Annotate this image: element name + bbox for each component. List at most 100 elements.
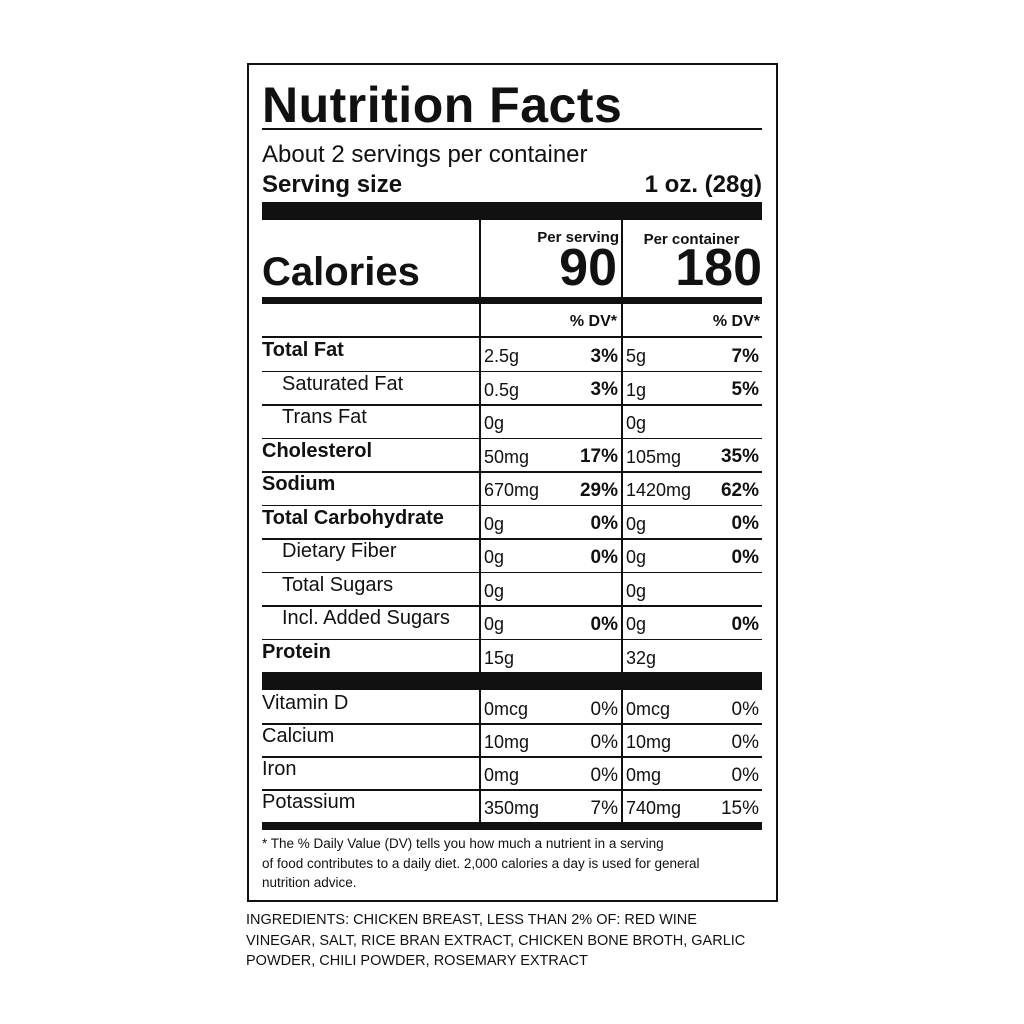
daily-value: 0% xyxy=(731,513,759,535)
row-rule xyxy=(262,504,762,506)
daily-value: 0% xyxy=(590,764,618,786)
amount: 2.5g xyxy=(484,346,520,367)
daily-value: 0% xyxy=(731,764,759,786)
nutrient-name: Total Sugars xyxy=(282,573,394,596)
row-rule xyxy=(262,723,762,725)
column-divider xyxy=(479,605,481,639)
column-divider xyxy=(479,437,481,471)
row-rule xyxy=(262,789,762,791)
amount: 0mcg xyxy=(626,699,671,719)
amount: 0mg xyxy=(484,765,520,785)
title: Nutrition Facts xyxy=(262,77,623,133)
amount: 0g xyxy=(626,614,647,635)
ingredients: VINEGAR, SALT, RICE BRAN EXTRACT, CHICKE… xyxy=(246,932,746,949)
row-rule xyxy=(262,605,762,607)
label-border xyxy=(247,63,778,902)
column-divider xyxy=(621,538,623,572)
nutrient-name: Saturated Fat xyxy=(282,372,404,395)
serving-size-label: Serving size xyxy=(262,171,403,198)
daily-value: 15% xyxy=(720,797,759,819)
column-divider xyxy=(479,304,481,337)
column-divider xyxy=(621,756,623,789)
nutrient-name: Cholesterol xyxy=(262,439,373,462)
title-rule xyxy=(262,128,762,130)
amount: 15g xyxy=(484,647,515,668)
column-divider xyxy=(621,723,623,756)
thick-rule xyxy=(262,297,762,304)
column-divider xyxy=(479,471,481,505)
daily-value: 0% xyxy=(731,731,759,753)
row-rule xyxy=(262,370,762,372)
ingredients: INGREDIENTS: CHICKEN BREAST, LESS THAN 2… xyxy=(246,912,697,928)
nutrient-name: Trans Fat xyxy=(282,406,367,429)
nutrient-name: Protein xyxy=(262,640,331,663)
amount: 350mg xyxy=(484,798,540,818)
daily-value: 35% xyxy=(720,446,759,468)
amount: 1g xyxy=(626,379,647,400)
serving-size-value: 1 oz. (28g) xyxy=(644,171,762,198)
daily-value: 0% xyxy=(590,546,618,568)
amount: 50mg xyxy=(484,446,530,467)
thick-bar xyxy=(262,672,762,690)
dv-header: % DV* xyxy=(712,313,760,330)
daily-value: 0% xyxy=(731,698,759,720)
column-header: Per serving xyxy=(537,228,619,246)
footnote: of food contributes to a daily diet. 2,0… xyxy=(262,855,700,871)
footnote: nutrition advice. xyxy=(262,875,357,890)
amount: 32g xyxy=(626,647,657,668)
amount: 0g xyxy=(484,513,505,534)
column-divider xyxy=(621,404,623,438)
column-divider xyxy=(621,370,623,404)
amount: 0g xyxy=(626,413,647,434)
column-divider xyxy=(479,690,481,723)
column-divider xyxy=(479,337,481,371)
column-divider xyxy=(479,504,481,538)
column-divider xyxy=(479,638,481,672)
nutrient-name: Sodium xyxy=(262,473,336,496)
row-rule xyxy=(262,638,762,640)
column-divider xyxy=(621,690,623,723)
column-divider xyxy=(621,638,623,672)
daily-value: 7% xyxy=(590,797,618,819)
amount: 740mg xyxy=(626,798,682,818)
column-divider xyxy=(621,437,623,471)
daily-value: 0% xyxy=(731,613,759,635)
amount: 0g xyxy=(626,547,647,568)
amount: 0g xyxy=(484,580,505,601)
daily-value: 0% xyxy=(731,546,759,568)
daily-value: 3% xyxy=(590,379,618,401)
dv-header: % DV* xyxy=(569,313,617,330)
nutrient-name: Dietary Fiber xyxy=(282,540,397,563)
row-rule xyxy=(262,437,762,439)
row-rule xyxy=(262,538,762,540)
amount: 5g xyxy=(626,346,647,367)
column-divider xyxy=(621,304,623,337)
nutrient-name: Potassium xyxy=(262,791,356,813)
daily-value: 7% xyxy=(731,345,759,367)
daily-value: 0% xyxy=(590,698,618,720)
column-divider xyxy=(479,538,481,572)
amount: 0g xyxy=(484,413,505,434)
column-divider xyxy=(621,571,623,605)
column-divider xyxy=(621,220,623,298)
amount: 0g xyxy=(626,513,647,534)
amount: 0.5g xyxy=(484,379,520,400)
amount: 0g xyxy=(626,580,647,601)
calories-value: 90 xyxy=(559,239,617,297)
column-divider xyxy=(479,789,481,822)
row-rule xyxy=(262,571,762,573)
daily-value: 62% xyxy=(720,479,759,501)
column-divider xyxy=(479,723,481,756)
nutrient-name: Total Carbohydrate xyxy=(262,506,444,529)
nutrient-name: Total Fat xyxy=(262,339,344,362)
column-divider xyxy=(621,337,623,371)
amount: 0g xyxy=(484,547,505,568)
daily-value: 3% xyxy=(590,345,618,367)
amount: 0mcg xyxy=(484,699,529,719)
amount: 105mg xyxy=(626,446,682,467)
nutrient-name: Iron xyxy=(262,758,297,780)
amount: 0mg xyxy=(626,765,662,785)
row-rule xyxy=(262,756,762,758)
daily-value: 29% xyxy=(579,479,618,501)
